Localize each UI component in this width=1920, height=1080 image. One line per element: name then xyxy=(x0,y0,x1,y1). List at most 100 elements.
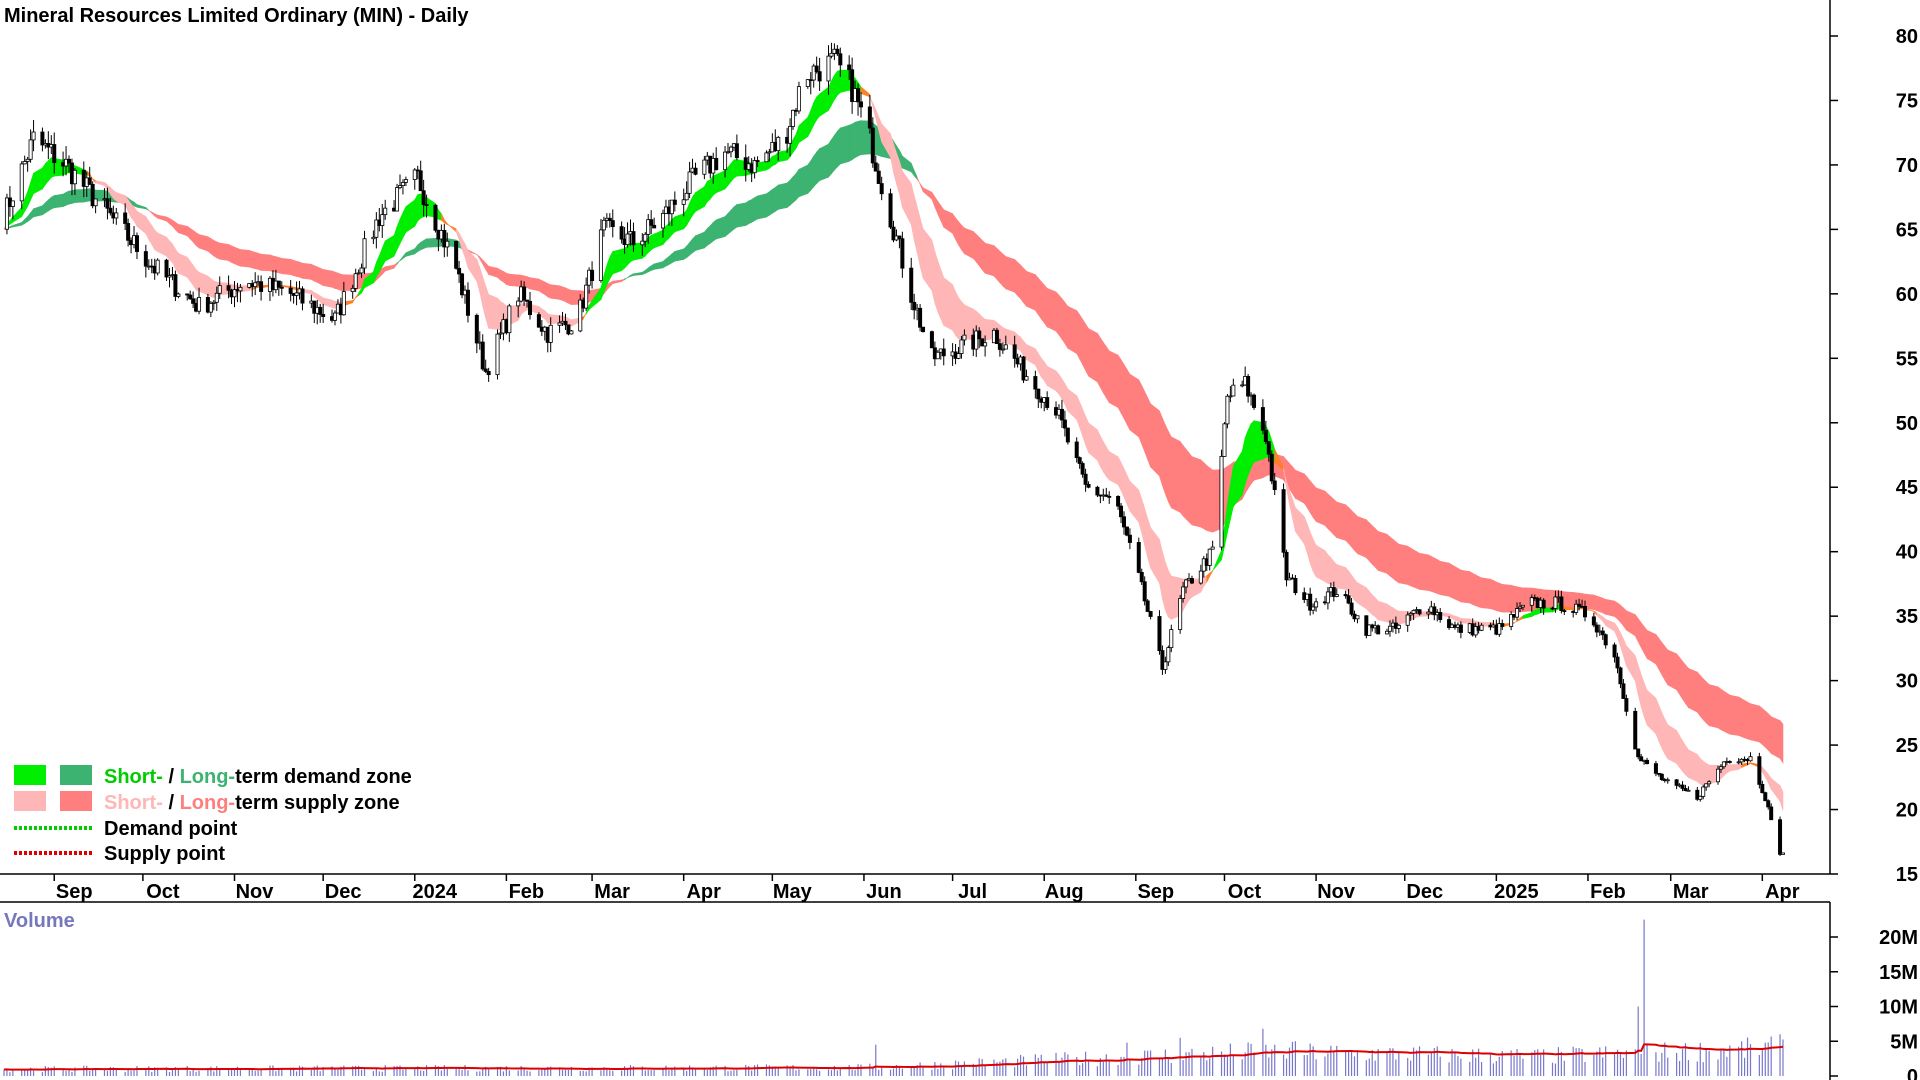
candle-body xyxy=(1559,596,1564,611)
candle-body xyxy=(1119,505,1124,518)
price-y-tick-label: 50 xyxy=(1896,413,1918,435)
long-term-zone xyxy=(1626,610,1636,637)
long-term-zone xyxy=(754,195,758,222)
candle-body xyxy=(1080,463,1085,475)
short-term-zone xyxy=(715,170,726,194)
long-term-zone xyxy=(848,123,853,162)
volume-layer xyxy=(3,919,1784,1076)
candle-body xyxy=(607,217,612,221)
candle-body xyxy=(578,299,583,332)
long-term-zone xyxy=(733,203,738,230)
price-y-tick-label: 30 xyxy=(1896,671,1918,693)
candle-body xyxy=(1104,494,1109,497)
candle-body xyxy=(734,143,739,159)
short-term-zone xyxy=(922,227,933,292)
candle-body xyxy=(625,233,630,246)
long-term-zone xyxy=(272,255,277,273)
long-term-zone xyxy=(559,285,563,301)
short-term-zone xyxy=(455,227,460,240)
candle-body xyxy=(341,291,346,316)
short-term-zone xyxy=(1309,531,1314,572)
short-term-zone xyxy=(1762,766,1766,779)
long-term-zone xyxy=(798,164,809,198)
candle-body xyxy=(1659,773,1664,780)
short-term-zone xyxy=(1247,423,1252,476)
long-term-zone xyxy=(1138,379,1143,445)
long-term-zone xyxy=(254,251,259,270)
candle-body xyxy=(962,334,967,341)
long-term-zone xyxy=(1741,698,1745,739)
long-term-zone xyxy=(544,281,549,298)
short-term-zone xyxy=(1303,516,1308,554)
long-term-zone xyxy=(671,250,676,264)
long-term-zone xyxy=(837,127,841,168)
candle-body xyxy=(935,351,940,360)
long-term-zone xyxy=(1327,493,1332,533)
long-term-zone xyxy=(1744,699,1748,740)
short-term-zone xyxy=(733,159,738,179)
long-term-zone xyxy=(1564,591,1574,610)
short-term-zone xyxy=(913,195,918,253)
short-term-zone xyxy=(210,278,215,299)
long-term-zone xyxy=(231,245,235,265)
candle-body xyxy=(400,182,405,187)
long-term-zone xyxy=(668,253,673,266)
short-term-zone xyxy=(1661,712,1666,755)
short-term-zone xyxy=(1620,632,1624,656)
short-term-zone xyxy=(1026,343,1036,366)
candle-body xyxy=(1311,606,1316,611)
candle-body xyxy=(1497,623,1502,635)
long-term-zone xyxy=(955,216,959,246)
candle-body xyxy=(1727,761,1732,763)
long-term-zone xyxy=(1046,287,1057,332)
short-term-zone xyxy=(695,186,705,212)
long-term-zone xyxy=(384,264,395,272)
candle-body xyxy=(1636,748,1641,758)
candle-body xyxy=(974,330,979,350)
candle-body xyxy=(1594,624,1599,633)
candle-body xyxy=(1325,591,1330,604)
short-term-zone xyxy=(1020,336,1024,357)
short-term-zone xyxy=(154,229,158,253)
long-term-zone xyxy=(1640,621,1645,654)
candle-body xyxy=(1181,586,1186,599)
long-term-zone xyxy=(316,266,321,285)
long-term-zone xyxy=(1330,495,1335,536)
short-term-zone xyxy=(1646,689,1657,735)
candle-body xyxy=(1210,546,1215,550)
short-term-zone xyxy=(1679,734,1683,773)
candle-body xyxy=(1473,626,1478,636)
long-term-zone xyxy=(565,287,569,304)
long-term-zone xyxy=(1147,397,1151,468)
candle-body xyxy=(1748,756,1753,762)
legend: Short- / Long-term demand zone Short- / … xyxy=(14,765,412,865)
long-term-zone xyxy=(1605,599,1615,617)
short-term-zone xyxy=(444,218,448,226)
long-term-zone xyxy=(792,172,797,204)
short-term-zone xyxy=(910,183,915,241)
short-term-zone xyxy=(1088,422,1098,461)
short-term-zone xyxy=(757,160,767,173)
short-term-zone xyxy=(674,213,684,233)
short-term-zone xyxy=(189,260,194,287)
legend-demand-rest: term demand zone xyxy=(235,766,412,788)
long-term-zone xyxy=(1655,633,1660,670)
candle-body xyxy=(474,314,479,344)
short-term-zone xyxy=(145,215,150,240)
candle-body xyxy=(909,267,914,303)
long-term-zone xyxy=(937,200,942,221)
candle-body xyxy=(1260,407,1265,431)
short-term-zone xyxy=(792,133,797,154)
long-term-zone xyxy=(1336,501,1346,541)
short-term-zone xyxy=(1168,570,1172,620)
short-term-zone xyxy=(1085,416,1089,453)
long-term-zone xyxy=(1398,543,1408,585)
long-term-zone xyxy=(1478,575,1482,609)
long-term-zone xyxy=(1416,550,1420,590)
candle-body xyxy=(726,151,731,154)
candle-body xyxy=(1618,667,1623,685)
candle-body xyxy=(918,307,923,328)
long-term-zone xyxy=(1345,503,1349,545)
legend-supply-short: Short- xyxy=(104,792,163,814)
long-term-zone xyxy=(1702,677,1707,724)
